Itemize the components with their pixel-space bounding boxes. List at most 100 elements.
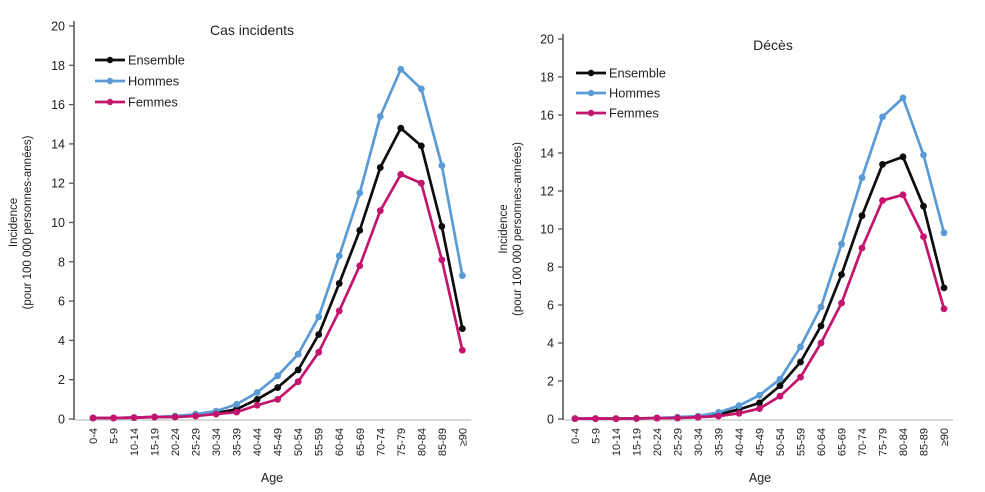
x-tick-label: 0-4 [88,428,100,444]
data-point-ensemble [797,358,804,366]
x-tick-label: 70-74 [857,428,869,456]
y-tick-label: 8 [58,255,65,269]
data-point-ensemble [376,164,384,171]
x-axis-title: Age [749,471,771,485]
data-point-hommes [253,389,261,396]
data-point-hommes [397,65,405,73]
data-point-ensemble [294,366,302,374]
data-point-femmes [797,373,804,381]
data-point-hommes [756,391,763,399]
chart-cas-incidents-svg: 0 2 4 6 8 10 12 14 16 18 20 0-4 5-9 10-14 15-19 20-24 25… [8,20,472,485]
data-point-hommes [438,162,446,169]
data-point-femmes [776,392,784,400]
data-point-femmes [110,414,117,422]
x-tick-label: 10-14 [129,428,141,456]
legend-marker-femmes [587,109,595,117]
legend-marker-ensemble [106,56,114,64]
data-point-hommes [735,402,743,410]
x-tick-label: ≥90 [939,428,951,446]
chart-deces: 0 2 4 6 8 10 12 14 16 18 20 0-4 5-9 10-14 15-19 20-24 25… [492,0,984,492]
data-point-femmes [879,197,886,204]
x-tick-label: 65-69 [355,428,367,456]
series-line-hommes [91,67,464,420]
x-tick-label: 75-79 [878,428,890,456]
data-point-femmes [633,415,640,422]
y-axis-title-line2: (pour 100 000 personnes-années) [22,135,34,309]
x-tick-label: 20-24 [652,428,664,456]
data-point-ensemble [776,382,784,390]
data-point-ensemble [335,280,343,287]
data-point-hommes [899,94,907,102]
x-tick-label: ≥90 [457,428,469,446]
data-point-ensemble [438,223,446,230]
legend-marker-ensemble [587,69,595,77]
data-point-hommes [920,151,927,159]
y-tick-label: 12 [540,185,554,199]
x-tick-label: 55-59 [796,428,808,456]
y-tick-label: 18 [51,59,65,73]
y-tick-label: 6 [547,299,554,313]
x-tick-label: 85-89 [919,428,931,456]
data-point-hommes [776,375,784,383]
x-tick-label: 80-84 [416,428,428,456]
data-point-ensemble [920,202,927,210]
data-point-femmes [458,346,466,354]
x-tick-label: 25-29 [191,428,203,456]
data-point-femmes [899,191,907,199]
data-point-femmes [376,207,384,215]
y-tick-label: 16 [51,98,65,112]
data-point-femmes [233,408,241,416]
data-point-femmes [858,244,866,252]
x-tick-label: 60-64 [816,428,828,456]
y-tick-label: 10 [540,223,554,237]
x-tick-label: 70-74 [375,428,387,456]
x-tick-label: 5-9 [109,428,121,444]
legend-marker-femmes [106,98,114,106]
x-tick-label: 15-19 [632,428,644,456]
data-point-femmes [151,413,158,421]
legend-label-hommes: Hommes [609,86,660,101]
data-point-femmes [715,412,722,420]
x-tick-label: 30-34 [211,428,223,456]
data-point-ensemble [274,384,282,391]
y-tick-label: 18 [540,71,554,85]
y-tick-label: 16 [540,109,554,123]
data-point-hommes [417,85,425,93]
data-point-femmes [838,299,845,307]
legend-label-femmes: Femmes [128,95,178,110]
legend-marker-hommes [106,77,114,85]
data-point-femmes [817,339,825,347]
x-tick-label: 20-24 [170,428,182,456]
data-point-hommes [335,252,343,260]
data-point-femmes [315,348,323,356]
legend-label-ensemble: Ensemble [128,53,185,68]
y-tick-label: 0 [58,413,65,427]
chart-deces-svg: 0 2 4 6 8 10 12 14 16 18 20 0-4 5-9 10-14 15-19 20-24 25… [498,33,953,485]
chart-title: Cas incidents [210,22,294,38]
data-point-hommes [817,303,825,311]
y-tick-label: 8 [547,261,554,275]
series-line-femmes [573,193,946,420]
data-point-femmes [653,414,661,422]
data-point-ensemble [899,153,907,161]
data-point-femmes [294,378,302,386]
data-point-femmes [212,410,220,418]
data-point-femmes [89,414,97,422]
y-tick-label: 10 [51,216,65,230]
data-point-ensemble [817,322,825,330]
x-tick-label: 35-39 [232,428,244,456]
chart-cas-incidents: 0 2 4 6 8 10 12 14 16 18 20 0-4 5-9 10-14 15-19 20-24 25… [0,0,492,492]
y-tick-label: 20 [540,33,554,47]
data-point-ensemble [458,325,466,333]
data-point-femmes [694,413,702,421]
data-point-hommes [233,400,241,408]
y-axis-title-line1: Incidence [498,204,510,253]
x-tick-label: 15-19 [150,428,162,456]
data-point-femmes [397,170,405,178]
data-point-ensemble [940,284,948,292]
data-point-ensemble [417,142,425,150]
data-point-femmes [920,233,927,241]
data-point-femmes [592,415,599,423]
data-point-femmes [253,401,261,409]
data-point-ensemble [858,212,866,220]
